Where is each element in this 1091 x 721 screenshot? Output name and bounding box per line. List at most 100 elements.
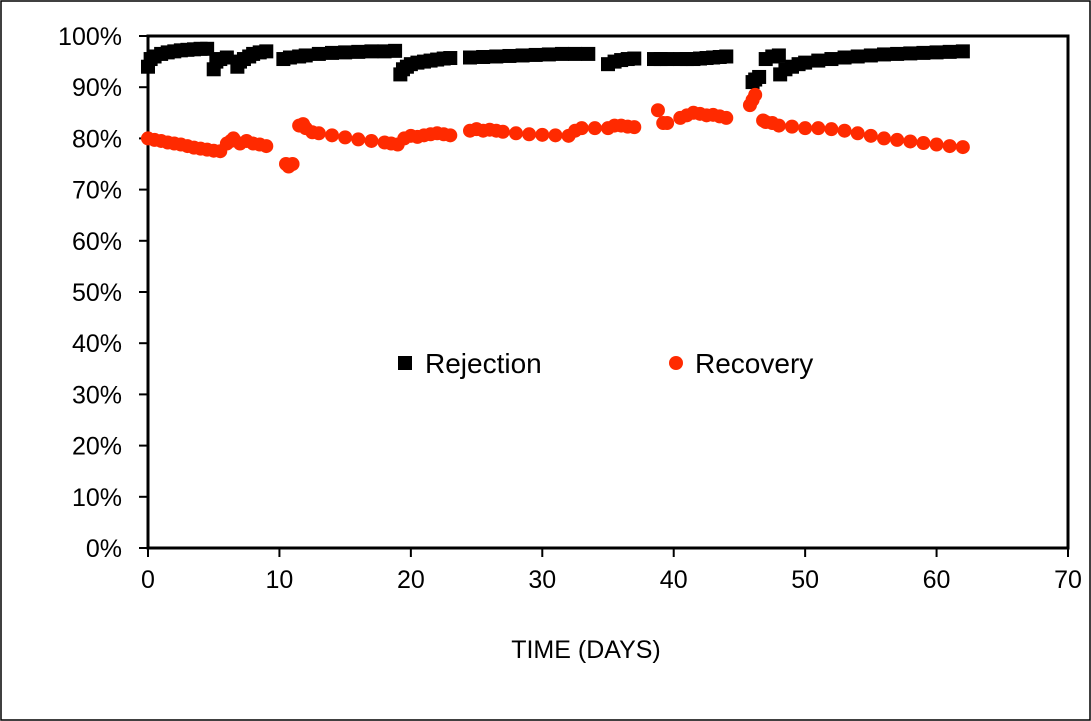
rejection-point [916, 45, 931, 60]
recovery-point [929, 137, 944, 152]
rejection-point [890, 46, 905, 61]
y-tick-label: 40% [72, 330, 122, 358]
rejection-point [942, 44, 957, 59]
series-recovery [141, 87, 970, 174]
recovery-point [285, 157, 300, 171]
x-axis-title: TIME (DAYS) [511, 636, 661, 664]
x-tick-label: 40 [660, 566, 688, 594]
rejection-point [377, 44, 392, 59]
rejection-point [837, 50, 852, 65]
recovery-point [574, 121, 589, 136]
recovery-point [850, 126, 865, 141]
recovery-point [548, 128, 563, 143]
rejection-point [463, 50, 477, 65]
x-axis: 0 10 20 30 40 50 60 70 [141, 548, 1082, 594]
rejection-point [338, 45, 353, 60]
recovery-point [955, 140, 970, 155]
y-tick-label: 70% [72, 177, 122, 205]
rejection-point [568, 46, 583, 61]
rejection-point [351, 44, 366, 59]
series-rejection [141, 41, 970, 90]
y-tick-label: 0% [86, 535, 122, 563]
y-tick-label: 10% [72, 484, 122, 512]
y-axis: 0% 10% 20% 30% 40% 50% 60% 70% 80% 90% 100% [58, 23, 148, 563]
rejection-point [476, 49, 491, 64]
recovery-point [364, 133, 379, 148]
rejection-point [955, 44, 970, 59]
rejection-point [929, 45, 944, 60]
recovery-point [535, 127, 550, 142]
recovery-point [627, 120, 642, 135]
x-tick-label: 10 [266, 566, 294, 594]
x-tick-label: 30 [528, 566, 556, 594]
recovery-point [351, 132, 366, 147]
rejection-point [903, 46, 918, 61]
recovery-point [877, 131, 891, 146]
rejection-point [259, 44, 274, 59]
recovery-point [338, 130, 353, 145]
x-tick-label: 20 [397, 566, 425, 594]
recovery-point [890, 132, 905, 147]
rejection-point [627, 51, 642, 66]
recovery-point [785, 119, 799, 134]
rejection-point [200, 41, 215, 56]
legend-label-recovery: Recovery [695, 348, 813, 379]
recovery-point [325, 128, 339, 143]
rejection-point [515, 48, 530, 63]
recovery-point [837, 123, 852, 138]
rejection-point [581, 46, 596, 61]
rejection-point [811, 53, 826, 68]
recovery-point [495, 124, 510, 139]
y-tick-label: 80% [72, 125, 122, 153]
recovery-point [719, 110, 734, 125]
series-layer [141, 41, 970, 174]
recovery-point [903, 134, 918, 149]
x-tick-label: 70 [1054, 566, 1082, 594]
rejection-point [771, 48, 786, 63]
rejection-point [502, 48, 517, 63]
recovery-point [259, 139, 274, 154]
recovery-point [522, 127, 537, 142]
legend: Rejection Recovery [398, 348, 813, 379]
y-tick-label: 100% [58, 23, 122, 51]
rejection-point [719, 49, 734, 64]
x-tick-label: 0 [141, 566, 155, 594]
y-tick-label: 30% [72, 381, 122, 409]
rejection-point [541, 47, 556, 62]
rejection-point [311, 46, 326, 61]
rejection-point [528, 47, 543, 62]
recovery-point [942, 139, 957, 154]
rejection-point [388, 43, 403, 58]
x-tick-label: 60 [923, 566, 951, 594]
recovery-point [443, 128, 458, 143]
legend-marker-recovery [669, 356, 683, 370]
rejection-point [364, 44, 379, 59]
rejection-point [824, 52, 839, 67]
recovery-point [587, 121, 602, 136]
recovery-point [509, 126, 523, 141]
recovery-point [916, 136, 931, 151]
rejection-point [298, 48, 313, 63]
y-tick-label: 90% [72, 74, 122, 102]
rejection-point [863, 48, 878, 63]
recovery-point [811, 121, 826, 136]
recovery-point [650, 103, 665, 118]
recovery-point [771, 118, 786, 133]
recovery-point [863, 128, 878, 143]
y-tick-label: 60% [72, 228, 122, 256]
recovery-point [798, 121, 813, 136]
rejection-point [555, 46, 569, 61]
rejection-point [325, 45, 339, 60]
recovery-point [748, 87, 763, 102]
rejection-point [798, 55, 813, 70]
recovery-point [824, 122, 839, 137]
rejection-point [877, 47, 891, 62]
recovery-point [311, 126, 326, 141]
rejection-point [443, 51, 458, 66]
legend-label-rejection: Rejection [425, 348, 542, 379]
rejection-point [489, 49, 504, 64]
y-tick-label: 50% [72, 279, 122, 307]
rejection-point [660, 52, 675, 67]
